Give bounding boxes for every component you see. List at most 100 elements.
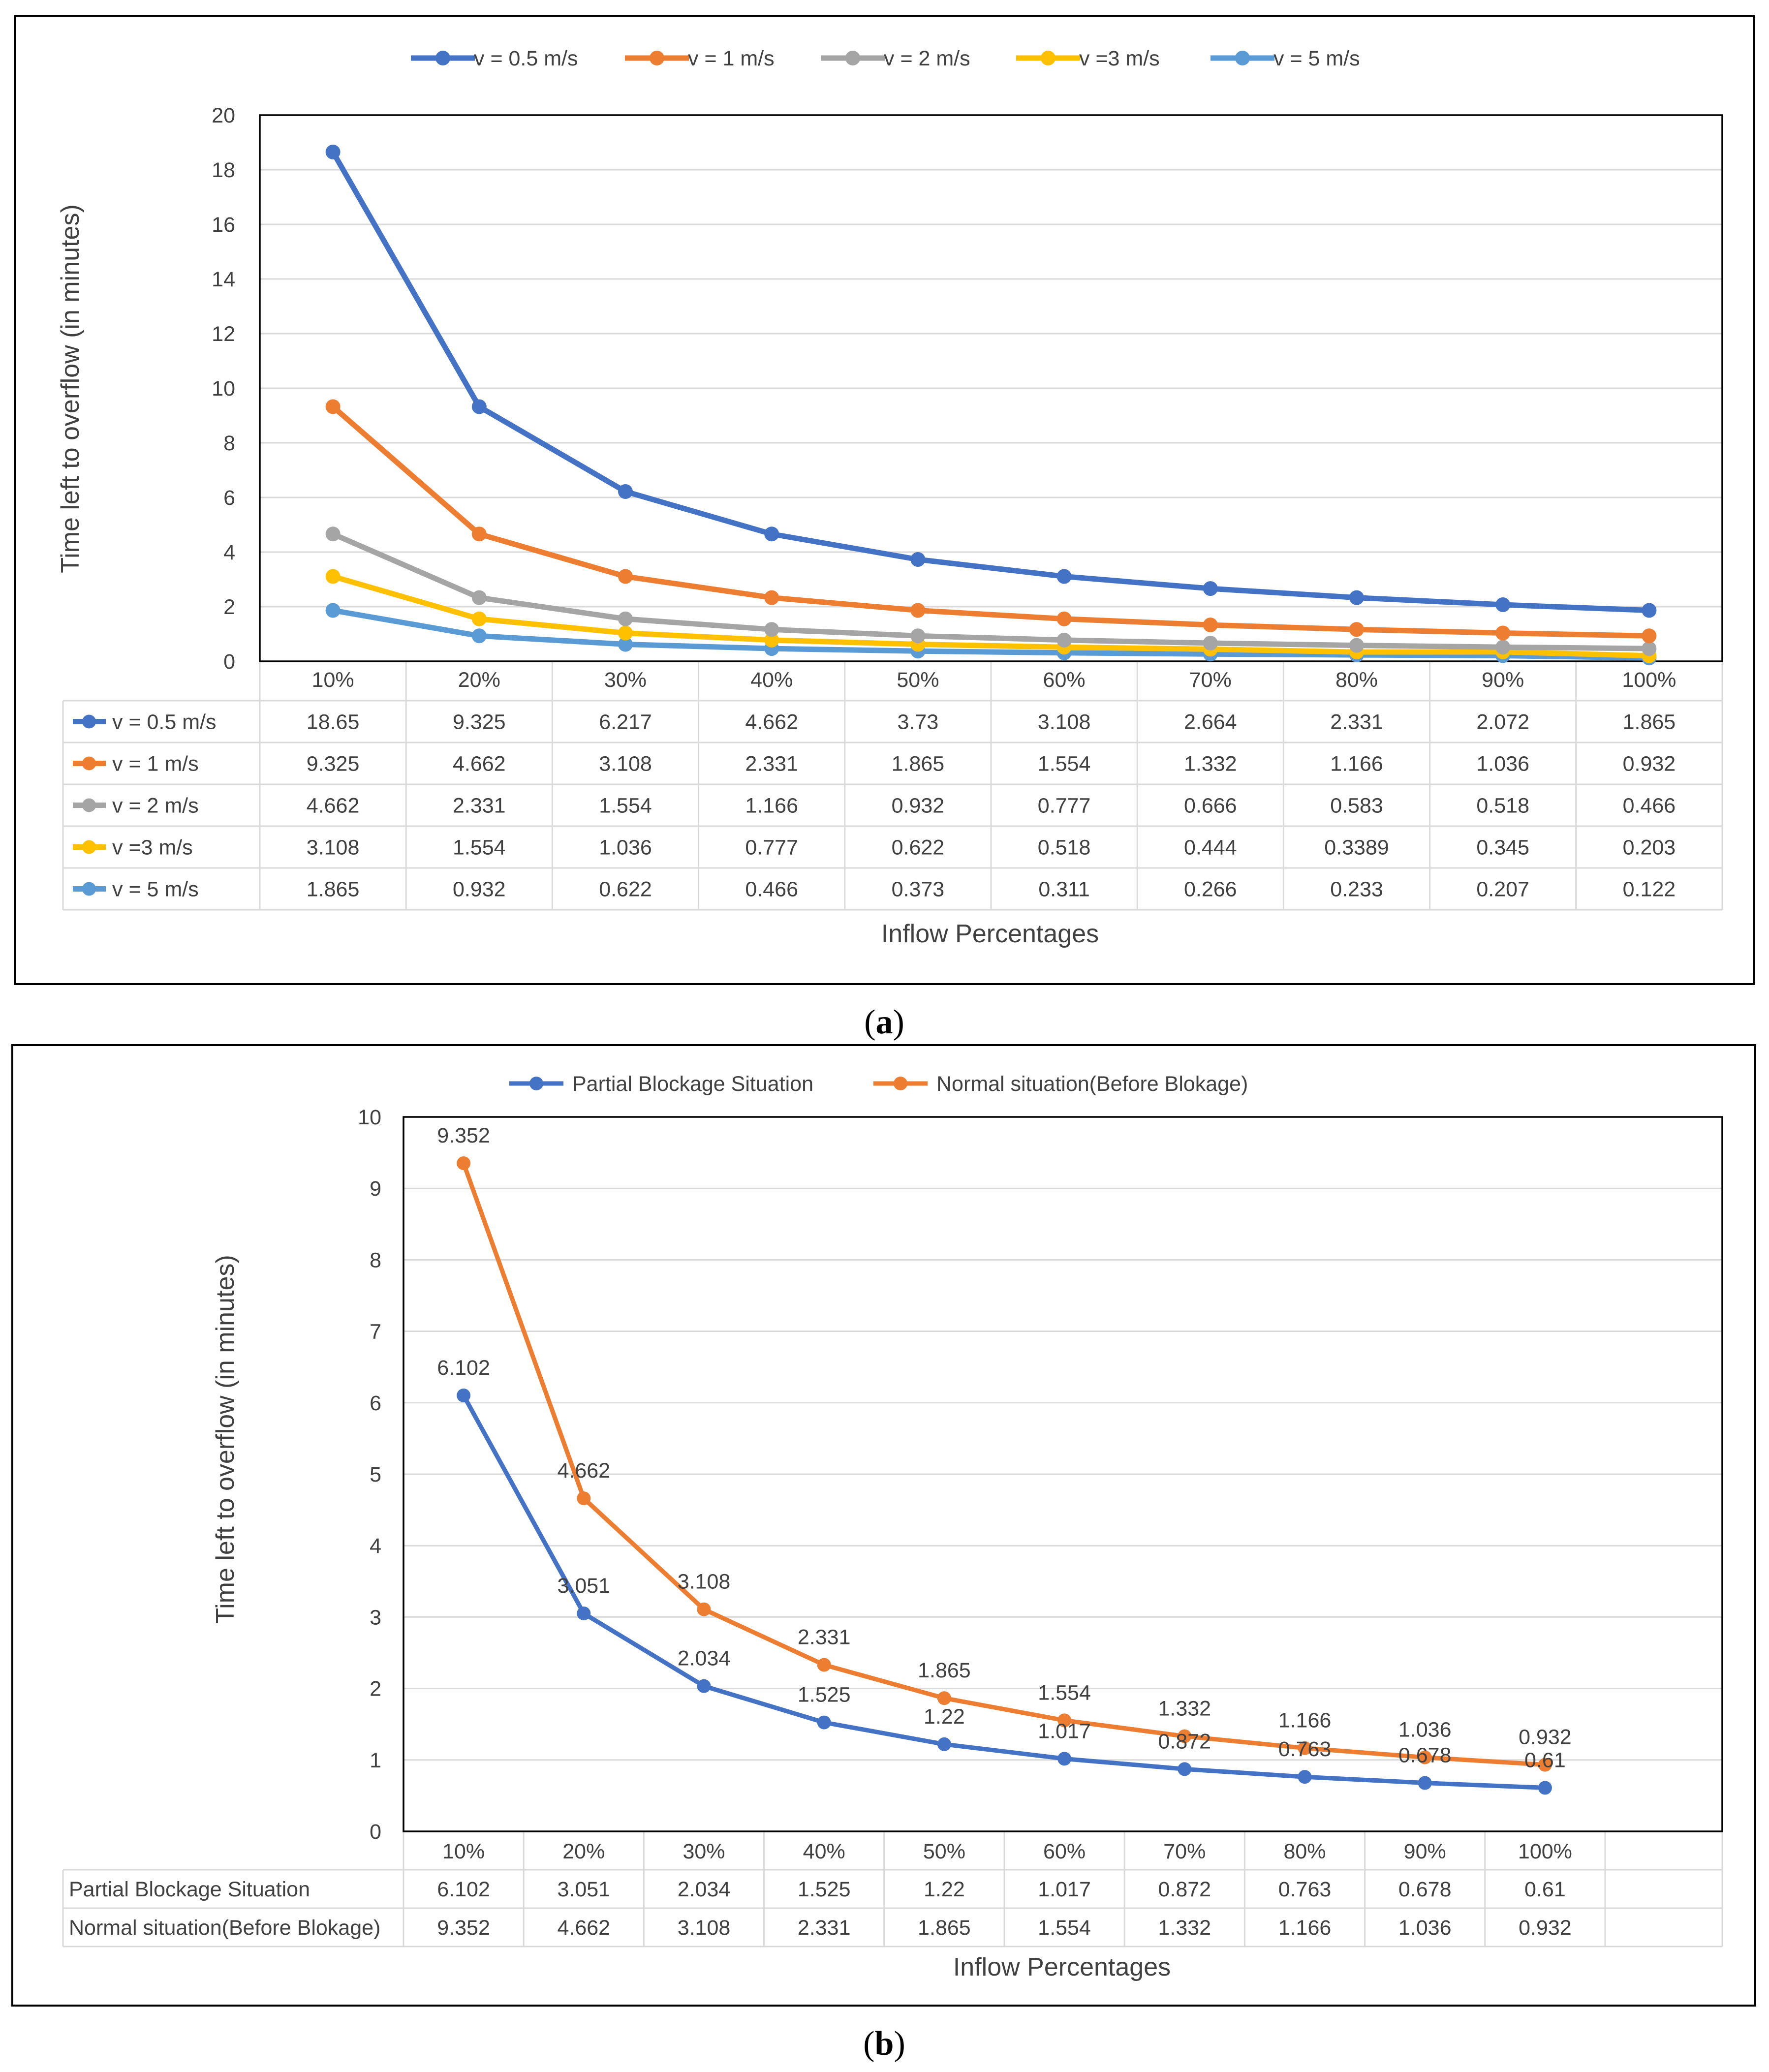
x-category-label: 30% <box>604 668 647 692</box>
table-cell: 2.331 <box>1330 711 1383 734</box>
table-cell: 0.518 <box>1476 794 1529 818</box>
legend-key-marker <box>894 1077 907 1090</box>
x-category-label: 10% <box>442 1840 485 1863</box>
table-cell: 1.166 <box>1330 752 1383 776</box>
y-tick-label: 6 <box>370 1392 381 1415</box>
legend-label: Normal situation(Before Blokage) <box>936 1072 1248 1096</box>
table-cell: 3.73 <box>898 711 939 734</box>
y-tick-label: 8 <box>223 432 235 455</box>
y-tick-label: 16 <box>212 213 235 237</box>
table-row-header-normal-situation-before-blokage: Normal situation(Before Blokage) <box>69 1916 380 1940</box>
table-cell: 0.345 <box>1476 836 1529 860</box>
table-cell: 2.034 <box>678 1878 731 1901</box>
y-tick-label: 10 <box>212 377 235 401</box>
data-point <box>910 628 926 644</box>
panel-b-plot-border <box>403 1116 1723 1832</box>
table-cell: 0.207 <box>1476 878 1529 901</box>
table-cell: 6.102 <box>437 1878 490 1901</box>
panel-a-frame <box>14 15 1755 985</box>
data-label: 3.051 <box>557 1574 610 1598</box>
data-point <box>817 1715 831 1730</box>
y-tick-label: 3 <box>370 1606 381 1629</box>
data-point <box>618 484 633 499</box>
x-category-label: 90% <box>1404 1840 1446 1863</box>
data-labels-normal-situation-before-blokage: 9.352 4.662 3.108 2.331 1.865 1.554 1.332 1.166… <box>437 1124 1571 1749</box>
legend-label: v =3 m/s <box>1079 47 1160 70</box>
data-point <box>1538 1781 1552 1795</box>
table-cell: 0.872 <box>1158 1878 1211 1901</box>
table-cell: 0.777 <box>1038 794 1091 818</box>
data-label: 6.102 <box>437 1356 490 1380</box>
table-cell: 0.932 <box>453 878 506 901</box>
data-label: 1.036 <box>1398 1718 1452 1742</box>
data-point <box>457 1156 471 1171</box>
data-point <box>1203 636 1218 651</box>
table-cell: 1.332 <box>1184 752 1237 776</box>
y-tick-label: 1 <box>370 1749 381 1772</box>
table-cell: 0.622 <box>599 878 652 901</box>
table-cell: 0.233 <box>1330 878 1383 901</box>
series-line <box>330 151 1649 613</box>
data-point <box>471 526 487 542</box>
table-cell: 1.332 <box>1158 1916 1211 1940</box>
data-label: 1.525 <box>798 1683 851 1707</box>
series-line <box>332 531 1649 651</box>
table-cell: 1.865 <box>918 1916 971 1940</box>
y-tick-label: 8 <box>370 1248 381 1272</box>
table-cell: 0.61 <box>1524 1878 1566 1901</box>
table-row-header-v-1-m-s: v = 1 m/s <box>112 752 199 776</box>
panel-a-y-ticks: 0 2 4 6 8 10 12 14 16 18 20 <box>212 104 235 674</box>
data-point <box>817 1658 831 1672</box>
legend-label: v = 5 m/s <box>1273 47 1360 70</box>
panel-a-x-axis-title: Inflow Percentages <box>881 920 1099 948</box>
table-legend-key-marker <box>82 840 96 854</box>
data-point <box>457 1388 471 1402</box>
table-cell: 1.166 <box>1278 1916 1332 1940</box>
table-cell: 2.072 <box>1476 711 1529 734</box>
table-cell: 1.554 <box>453 836 506 860</box>
x-category-label: 80% <box>1335 668 1378 692</box>
table-cell: 4.662 <box>307 794 360 818</box>
data-point <box>1203 581 1218 596</box>
series-partial-blockage-situation <box>457 1388 1552 1795</box>
data-label: 9.352 <box>437 1124 490 1147</box>
data-point <box>1057 1713 1072 1728</box>
table-cell: 1.22 <box>924 1878 965 1901</box>
table-cell: 0.122 <box>1623 878 1676 901</box>
data-point <box>1298 1770 1312 1784</box>
data-point <box>1349 622 1364 637</box>
data-point <box>618 637 633 652</box>
data-point <box>764 632 779 648</box>
legend-label: v = 0.5 m/s <box>474 47 578 70</box>
data-point <box>1056 632 1072 648</box>
table-cell: 9.325 <box>453 711 506 734</box>
table-cell: 0.622 <box>892 836 945 860</box>
x-category-label: 20% <box>562 1840 605 1863</box>
data-labels-partial-blockage-situation: 6.102 3.051 2.034 1.525 1.22 1.017 0.872 0.763 0… <box>437 1356 1565 1772</box>
x-category-label: 60% <box>1043 668 1086 692</box>
data-point <box>325 526 341 542</box>
table-cell: 0.666 <box>1184 794 1237 818</box>
table-cell: 0.444 <box>1184 836 1237 860</box>
table-cell: 3.108 <box>678 1916 731 1940</box>
legend-item-partial-blockage-situation: Partial Blockage Situation <box>509 1072 813 1096</box>
table-cell: 0.518 <box>1038 836 1091 860</box>
data-point <box>471 399 487 414</box>
data-point <box>1642 628 1657 644</box>
x-category-label: 70% <box>1163 1840 1206 1863</box>
data-label: 1.865 <box>918 1659 971 1682</box>
series-v-1-m-s <box>325 399 1657 644</box>
table-row-header-v-3-m-s: v =3 m/s <box>112 836 193 860</box>
x-category-label: 40% <box>750 668 793 692</box>
table-cell: 1.036 <box>599 836 652 860</box>
data-label: 1.332 <box>1158 1697 1211 1721</box>
data-point <box>1418 1776 1432 1790</box>
data-point <box>325 144 341 159</box>
data-label: 0.763 <box>1278 1737 1332 1761</box>
series-line <box>331 404 1649 639</box>
data-point <box>1418 1750 1432 1764</box>
x-category-label: 50% <box>923 1840 965 1863</box>
y-tick-label: 6 <box>223 486 235 510</box>
data-label: 2.034 <box>678 1647 731 1670</box>
